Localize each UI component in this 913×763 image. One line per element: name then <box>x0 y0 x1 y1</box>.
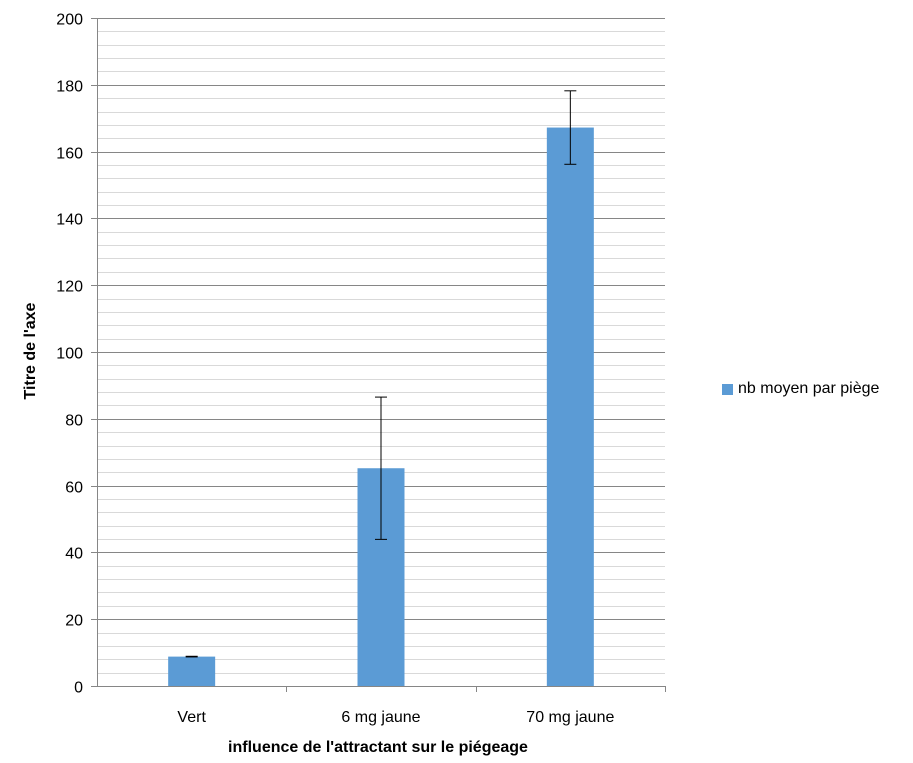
x-tick-label: 70 mg jaune <box>526 709 614 726</box>
y-tick-label: 140 <box>56 212 83 229</box>
legend-swatch <box>722 383 733 395</box>
bars <box>168 127 594 686</box>
y-tick-label: 120 <box>56 279 83 296</box>
legend-label: nb moyen par piège <box>738 380 880 397</box>
x-tick-label: Vert <box>177 709 206 726</box>
x-tick-label: 6 mg jaune <box>341 709 420 726</box>
y-tick-label: 200 <box>56 12 83 29</box>
bar-1 <box>168 656 216 686</box>
y-axis-title: Titre de l'axe <box>22 302 39 399</box>
y-tick-label: 100 <box>56 346 83 363</box>
y-tick-label: 180 <box>56 79 83 96</box>
y-tick-label: 40 <box>65 546 83 563</box>
y-tick-label: 0 <box>74 680 83 697</box>
y-tick-label: 20 <box>65 613 83 630</box>
bar-3 <box>546 127 594 686</box>
x-axis-ticks: Vert 6 mg jaune 70 mg jaune <box>177 686 666 726</box>
legend: nb moyen par piège <box>722 380 879 398</box>
y-tick-label: 60 <box>65 480 83 497</box>
y-tick-label: 160 <box>56 146 83 163</box>
x-axis-title: influence de l'attractant sur le piégeag… <box>228 739 528 756</box>
y-axis-ticks: 0 20 40 60 80 100 120 140 160 180 200 <box>56 12 97 697</box>
y-tick-label: 80 <box>65 413 83 430</box>
error-bars <box>185 90 577 658</box>
